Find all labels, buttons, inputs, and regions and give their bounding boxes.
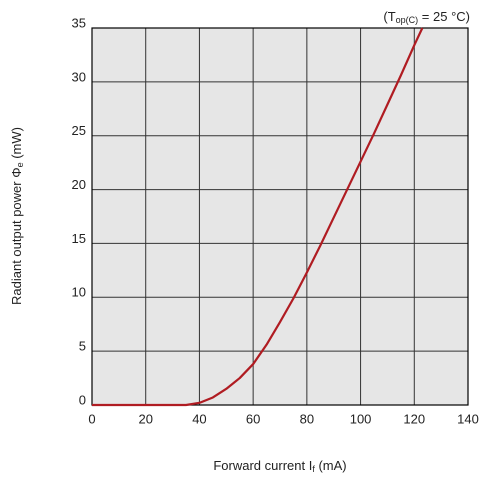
annotation-subscript: op(C) xyxy=(396,15,419,25)
plot-area xyxy=(92,28,468,405)
y-tick-label: 20 xyxy=(72,177,86,192)
y-label-subscript: e xyxy=(15,162,25,167)
y-tick-label: 15 xyxy=(72,231,86,246)
x-tick-label: 0 xyxy=(88,411,95,426)
x-tick-label: 140 xyxy=(457,411,479,426)
y-tick-label: 35 xyxy=(72,15,86,30)
y-label-text: Radiant output power Φ xyxy=(9,167,24,305)
x-label-text: (mA) xyxy=(315,458,347,473)
x-tick-label: 40 xyxy=(192,411,206,426)
x-tick-label: 60 xyxy=(246,411,260,426)
y-axis-label: Radiant output power Φe (mW) xyxy=(9,127,25,305)
y-label-text: (mW) xyxy=(9,127,24,162)
annotation-text: = 25 °C) xyxy=(418,9,470,24)
y-tick-label: 25 xyxy=(72,123,86,138)
annotation: (Top(C) = 25 °C) xyxy=(383,9,470,25)
x-tick-label: 120 xyxy=(403,411,425,426)
x-axis-label: Forward current If (mA) xyxy=(213,458,346,474)
x-label-text: Forward current I xyxy=(213,458,312,473)
x-tick-label: 20 xyxy=(138,411,152,426)
x-tick-label: 100 xyxy=(350,411,372,426)
plot-frame xyxy=(91,27,469,406)
line-series xyxy=(92,27,424,407)
y-tick-label: 10 xyxy=(72,285,86,300)
y-tick-label: 0 xyxy=(79,392,86,407)
y-tick-label: 30 xyxy=(72,69,86,84)
x-tick-label: 80 xyxy=(300,411,314,426)
annotation-text: (T xyxy=(383,9,395,24)
y-tick-label: 5 xyxy=(79,339,86,354)
x-label-subscript: f xyxy=(312,464,315,474)
